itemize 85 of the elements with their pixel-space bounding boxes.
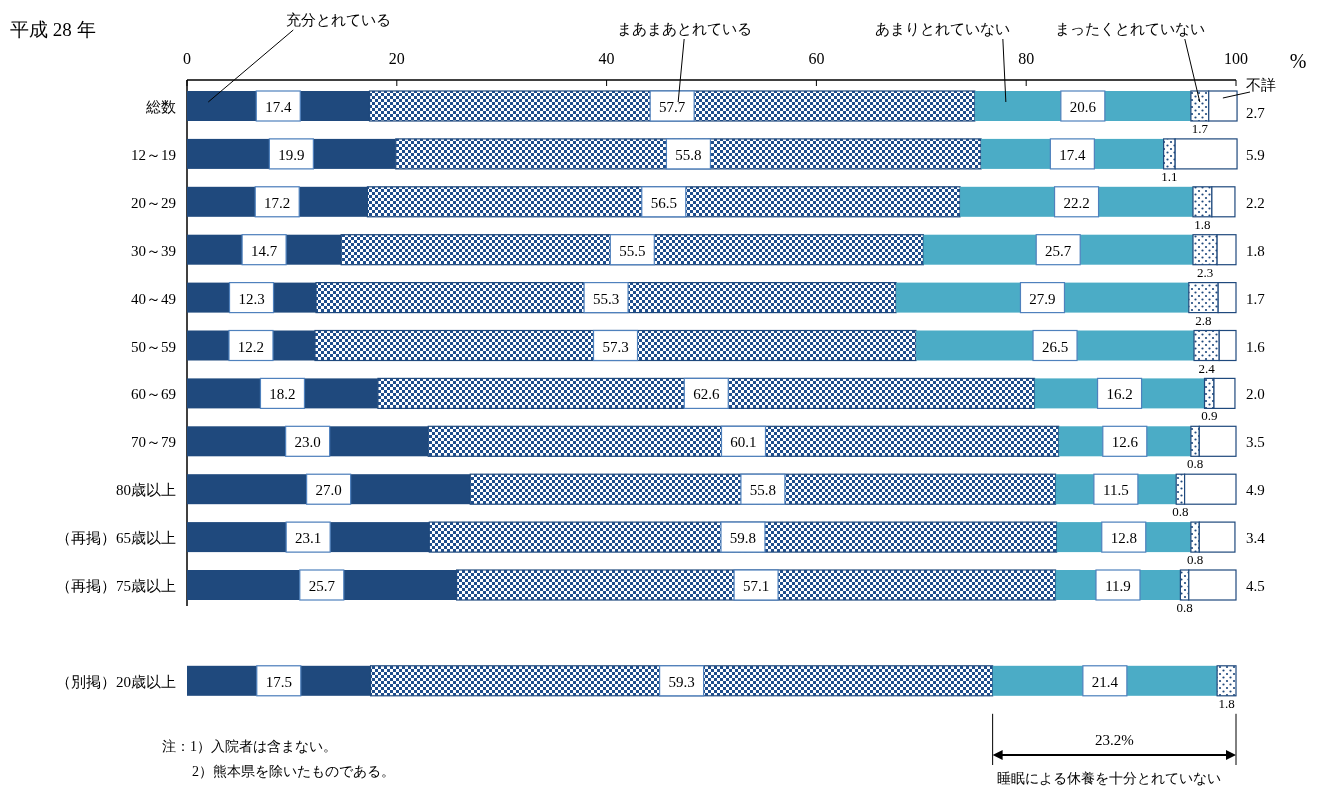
data-label: 23.1 [295,530,322,547]
y-tick-label: 総数 [145,99,176,115]
y-tick-label: 30～39 [131,242,176,259]
x-tick-label: 80 [1018,50,1035,67]
data-label: 2.4 [1198,360,1216,376]
y-tick-label: 20～29 [131,194,176,211]
x-tick-label: 0 [183,50,191,67]
x-tick-label: 100 [1224,50,1248,67]
y-tick-label: 40～49 [131,290,176,307]
data-label: 60.1 [730,434,757,451]
data-label: 26.5 [1041,338,1069,355]
data-label: 18.2 [269,386,296,403]
data-label: 12.8 [1110,530,1137,547]
data-label: 1.8 [1194,216,1211,232]
data-label: 12.2 [237,338,265,355]
data-label: 1.8 [1246,242,1265,259]
data-label: 57.3 [602,338,629,355]
data-label: 2.3 [1196,264,1214,280]
y-tick-label: （再掲）65歳以上 [56,530,176,547]
data-label: 1.7 [1246,290,1266,307]
data-label: 56.5 [650,194,677,211]
data-label: 62.6 [693,386,720,403]
data-label: 55.5 [619,242,646,259]
y-tick-label: （別掲）20歳以上 [56,673,176,690]
data-label: 1.8 [1218,695,1235,711]
data-label: 25.7 [308,578,336,594]
text: 23.2% [1094,732,1134,748]
x-axis-title: % [1289,50,1307,72]
data-label: 4.5 [1246,578,1265,594]
data-label: 2.2 [1246,194,1265,211]
data-label: 0.8 [1172,504,1189,520]
data-label: 27.0 [315,482,342,499]
data-label: 55.3 [592,290,620,307]
data-label: 1.1 [1161,168,1178,184]
data-label: 2.8 [1195,312,1212,328]
data-label: 27.9 [1029,290,1056,307]
text: 注：1）入院者は含まない。 [162,739,337,754]
data-label: 3.5 [1246,434,1265,451]
data-label: 14.7 [250,242,278,259]
data-label: 57.1 [742,578,770,594]
x-tick-label: 60 [808,50,825,67]
text: 2）熊本県を除いたものである。 [192,764,395,779]
data-label: 11.5 [1103,482,1129,499]
series-label: 不詳 [1246,77,1276,93]
text: 睡眠による休養を十分とれていない [996,771,1221,786]
data-label: 25.7 [1045,242,1072,259]
data-label: 1.6 [1246,338,1266,355]
data-label: 55.8 [749,482,777,499]
data-label: 0.9 [1201,408,1218,424]
y-tick-label: 70～79 [131,434,176,451]
y-tick-label: 60～69 [131,386,176,403]
data-label: 0.8 [1176,600,1193,615]
callout: あまりとれていない [875,21,1011,103]
y-tick-label: （再掲）75歳以上 [56,578,176,594]
chart-title: 平成 28 年 [10,19,96,40]
data-label: 0.8 [1186,456,1204,472]
data-label: 0.8 [1186,552,1204,568]
data-label: 5.9 [1246,146,1265,163]
data-label: 4.9 [1246,482,1265,499]
data-label: 17.4 [1059,146,1086,163]
data-label: 12.6 [1111,434,1139,451]
data-label: 59.3 [668,673,695,690]
data-label: 1.7 [1191,121,1209,136]
data-label: 16.2 [1106,386,1133,403]
x-tick-label: 40 [598,50,615,67]
data-label: 11.9 [1105,578,1131,594]
data-label: 23.0 [294,434,321,451]
data-label: 2.7 [1246,105,1266,121]
data-label: 22.2 [1063,194,1090,211]
y-tick-label: 50～59 [131,338,176,355]
callout: 不詳 [1222,77,1276,99]
data-label: 21.4 [1091,673,1119,690]
data-label: 55.8 [675,146,702,163]
y-tick-label: 80歳以上 [116,482,176,499]
bar [1216,665,1237,697]
data-label: 59.8 [729,530,757,547]
data-label: 19.9 [278,146,305,163]
data-label: 17.5 [265,673,292,690]
data-label: 2.0 [1246,386,1265,403]
data-label: 17.4 [265,99,292,115]
y-tick-label: 12～19 [131,146,176,163]
data-label: 3.4 [1246,530,1266,547]
data-label: 17.2 [264,194,291,211]
x-tick-label: 20 [388,50,405,67]
data-label: 12.3 [238,290,265,307]
